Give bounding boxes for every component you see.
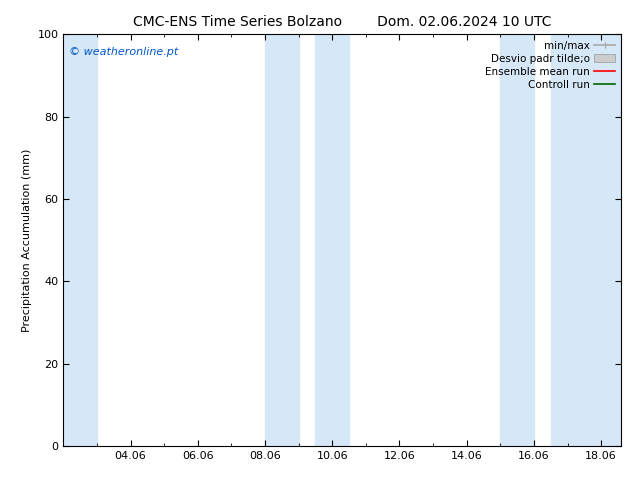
Bar xyxy=(551,34,621,446)
Bar xyxy=(63,34,97,446)
Bar xyxy=(265,34,299,446)
Text: © weatheronline.pt: © weatheronline.pt xyxy=(69,47,178,57)
Bar xyxy=(500,34,534,446)
Legend: min/max, Desvio padr tilde;o, Ensemble mean run, Controll run: min/max, Desvio padr tilde;o, Ensemble m… xyxy=(481,36,619,94)
Y-axis label: Precipitation Accumulation (mm): Precipitation Accumulation (mm) xyxy=(22,148,32,332)
Title: CMC-ENS Time Series Bolzano        Dom. 02.06.2024 10 UTC: CMC-ENS Time Series Bolzano Dom. 02.06.2… xyxy=(133,15,552,29)
Bar xyxy=(316,34,349,446)
